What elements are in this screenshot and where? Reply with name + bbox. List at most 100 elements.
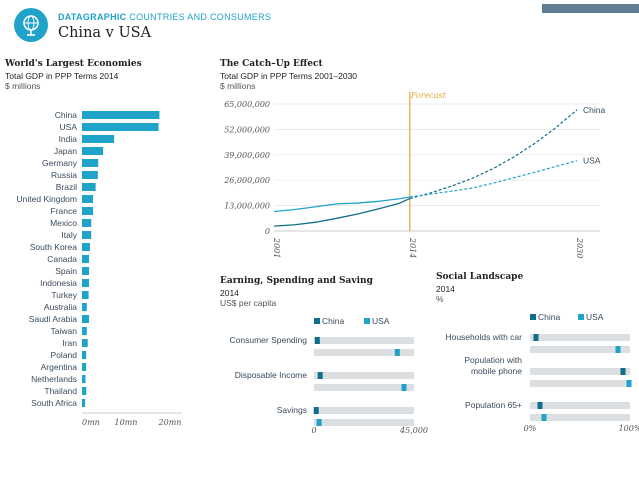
series-label-china: China: [583, 105, 605, 115]
bar-label-23: Thailand: [44, 386, 77, 396]
header-kicker: DATAGRAPHIC COUNTRIES AND CONSUMERS: [58, 12, 271, 22]
chart4-title: Social Landscape: [436, 272, 524, 282]
chart2-xtick-0: 2001: [272, 237, 281, 258]
chart3-xtick-0: 0: [311, 426, 316, 435]
marker-3-1-china: [620, 368, 626, 375]
bar-18: [82, 327, 87, 335]
chart2-ytick-0: 0: [265, 227, 270, 236]
bar-label-9: Mexico: [50, 218, 77, 228]
bar-label-0: China: [55, 110, 77, 120]
globe-icon: [14, 8, 48, 42]
chart4-xtick-1: 100%: [619, 424, 639, 433]
chart2-ytick-2: 26,000,000: [223, 176, 270, 185]
bar-4: [82, 159, 99, 167]
chart3-xtick-1: 45,000: [399, 426, 428, 435]
bar-12: [82, 255, 90, 263]
bar-2: [82, 135, 115, 143]
bar-label-5: Russia: [51, 170, 77, 180]
bar-20: [82, 351, 87, 359]
legend-label-2-0: China: [322, 316, 344, 326]
bar-label-15: Turkey: [51, 290, 77, 300]
series-forecast-usa: [409, 160, 578, 198]
bar-11: [82, 243, 90, 251]
marker-3-1-usa: [626, 380, 632, 387]
bar-0: [82, 111, 160, 119]
track-3-0-0: [530, 334, 630, 341]
bar-label-17: Saudi Arabia: [29, 314, 77, 324]
chart2-ytick-5: 65,000,000: [224, 100, 270, 109]
chart1-title: World's Largest Economies: [5, 59, 142, 69]
kicker-brand: DATAGRAPHIC: [58, 12, 127, 22]
track-2-2-0: [314, 407, 414, 414]
chart4-subtitle: 2014: [436, 284, 455, 294]
track-2-1-1: [314, 384, 414, 391]
series-line-china: [273, 197, 411, 227]
bar-label-8: France: [51, 206, 78, 216]
legend-swatch-3-0: [530, 314, 536, 320]
bar-9: [82, 219, 92, 227]
chart3-title: Earning, Spending and Saving: [220, 276, 373, 286]
bar-10: [82, 231, 92, 239]
bar-22: [82, 375, 86, 383]
bar-label-7: United Kingdom: [17, 194, 77, 204]
chart2-unit: $ millions: [220, 81, 256, 91]
chart1-unit: $ millions: [5, 81, 41, 91]
bar-label-11: South Korea: [30, 242, 78, 252]
track-2-2-1: [314, 419, 414, 426]
bar-14: [82, 279, 90, 287]
legend-label-2-1: USA: [372, 316, 390, 326]
bar-label-1: USA: [60, 122, 78, 132]
bar-label-13: Spain: [55, 266, 77, 276]
bar-5: [82, 171, 98, 179]
bar-15: [82, 291, 89, 299]
bar-label-14: Indonesia: [40, 278, 77, 288]
chart4-xtick-0: 0%: [524, 424, 537, 433]
marker-2-2-usa: [316, 419, 322, 426]
bar-label-2: India: [59, 134, 78, 144]
bar-19: [82, 339, 88, 347]
bar-label-24: South Africa: [31, 398, 77, 408]
marker-3-2-china: [537, 402, 543, 409]
bar-label-19: Iran: [62, 338, 77, 348]
category-label-3-1-1: mobile phone: [471, 366, 522, 376]
category-label-2-2: Savings: [277, 405, 307, 415]
bar-label-18: Taiwan: [51, 326, 78, 336]
track-3-2-1: [530, 414, 630, 421]
page-title: China v USA: [58, 25, 152, 41]
chart2-ytick-1: 13,000,000: [224, 202, 270, 211]
chart2-subtitle: Total GDP in PPP Terms 2001–2030: [220, 71, 358, 81]
marker-2-0-china: [314, 337, 320, 344]
series-label-usa: USA: [583, 156, 601, 166]
legend-label-3-0: China: [538, 312, 560, 322]
track-2-0-1: [314, 349, 414, 356]
chart1-subtitle: Total GDP in PPP Terms 2014: [5, 71, 119, 81]
category-label-2-0: Consumer Spending: [230, 335, 308, 345]
bar-21: [82, 363, 87, 371]
track-3-2-0: [530, 402, 630, 409]
chart2-title: The Catch–Up Effect: [220, 59, 323, 69]
chart4-unit: %: [436, 294, 444, 304]
marker-2-2-china: [313, 407, 319, 414]
category-label-3-1: Population with: [464, 355, 522, 365]
forecast-annotation: Forecast: [410, 91, 447, 100]
bar-label-16: Australia: [44, 302, 77, 312]
marker-3-0-usa: [615, 346, 621, 353]
bar-23: [82, 387, 87, 395]
bar-1: [82, 123, 159, 131]
bar-label-3: Japan: [54, 146, 77, 156]
bar-17: [82, 315, 90, 323]
bar-label-21: Argentina: [41, 362, 78, 372]
bar-13: [82, 267, 90, 275]
bar-label-10: Italy: [61, 230, 77, 240]
legend-swatch-2-1: [364, 318, 370, 324]
track-3-1-0: [530, 368, 630, 375]
marker-2-1-china: [317, 372, 323, 379]
series-forecast-china: [409, 109, 578, 200]
track-2-1-0: [314, 372, 414, 379]
legend-swatch-3-1: [578, 314, 584, 320]
kicker-rest: COUNTRIES AND CONSUMERS: [129, 12, 272, 22]
chart3-unit: US$ per capita: [220, 298, 277, 308]
marker-3-2-usa: [541, 414, 547, 421]
bar-24: [82, 399, 86, 407]
bar-label-12: Canada: [47, 254, 77, 264]
